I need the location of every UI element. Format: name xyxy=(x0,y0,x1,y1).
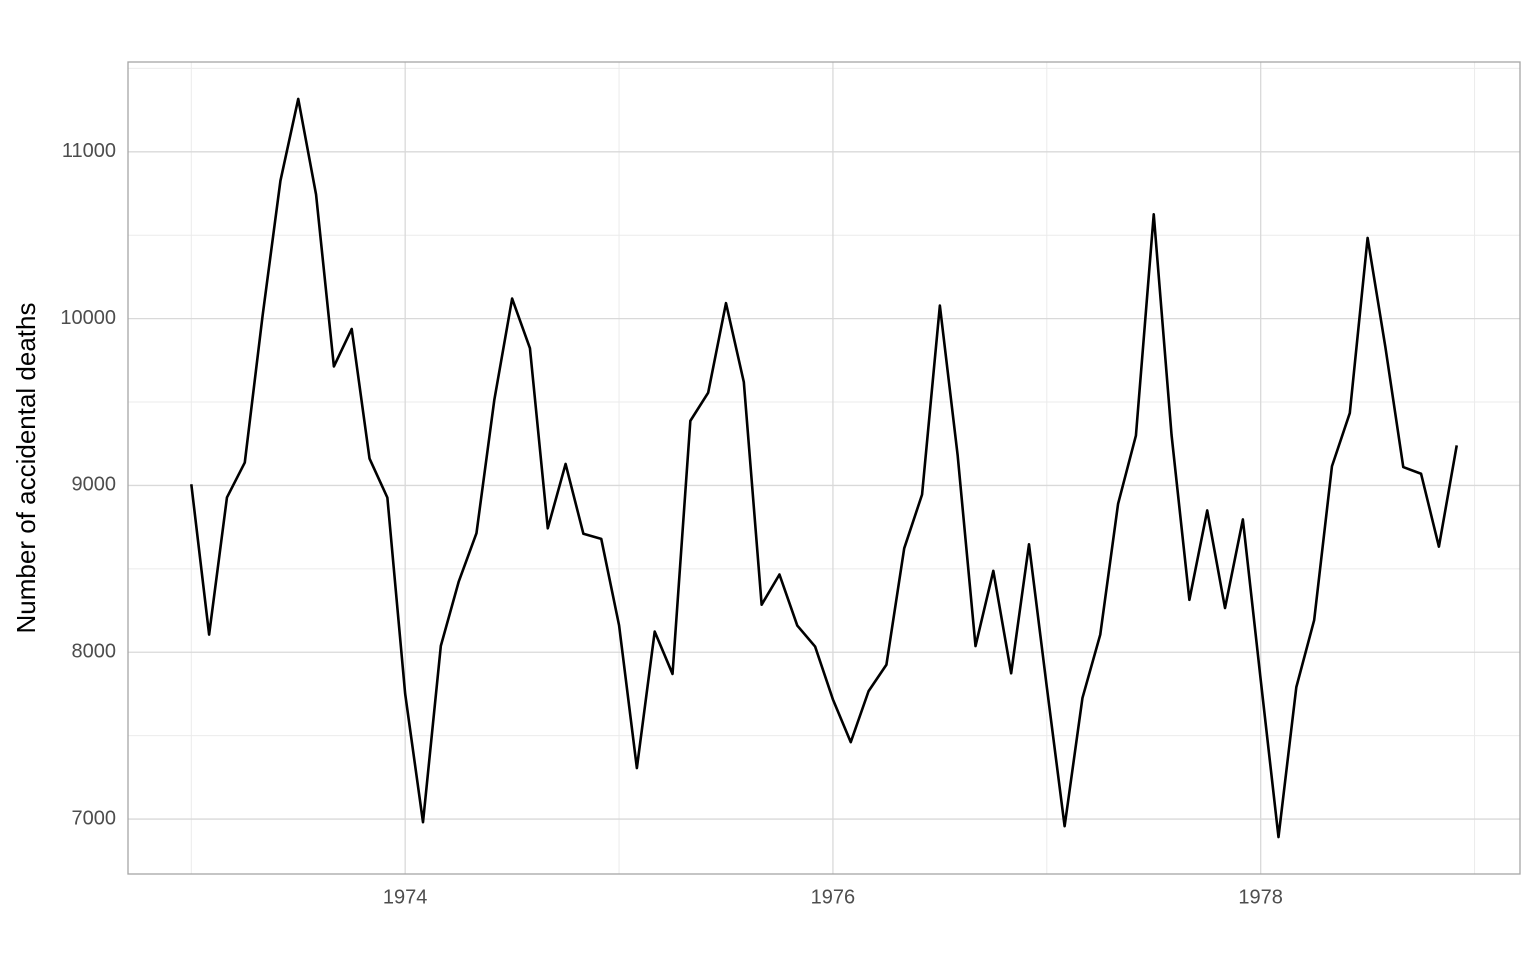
x-tick-label: 1974 xyxy=(383,886,428,908)
plot-border xyxy=(127,61,1521,875)
y-tick-label: 8000 xyxy=(72,641,117,663)
x-tick-label: 1976 xyxy=(811,886,856,908)
data-line xyxy=(190,97,1459,839)
y-tick-label: 11000 xyxy=(62,140,116,162)
y-tick-label: 10000 xyxy=(60,307,116,329)
y-tick-label: 7000 xyxy=(72,807,117,829)
x-tick-label: 1978 xyxy=(1238,886,1283,908)
y-tick-label: 9000 xyxy=(72,474,117,496)
y-axis-label: Number of accidental deaths xyxy=(11,303,41,634)
